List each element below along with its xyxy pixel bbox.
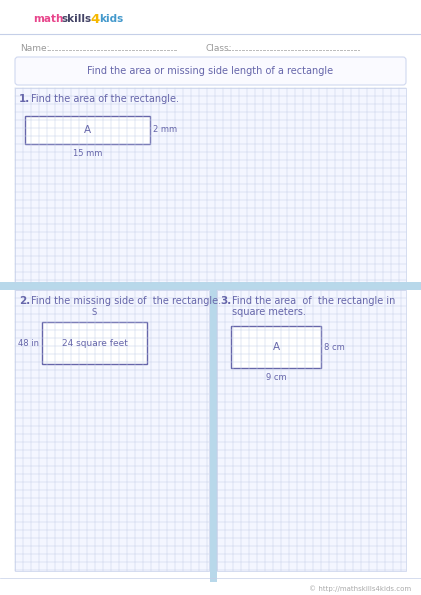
Text: Class:: Class: (205, 44, 232, 53)
Text: skills: skills (61, 14, 91, 24)
Text: 15 mm: 15 mm (73, 149, 102, 158)
Text: 4: 4 (90, 13, 99, 26)
Text: 8 cm: 8 cm (324, 343, 345, 352)
Text: Name:: Name: (20, 44, 50, 53)
FancyBboxPatch shape (15, 57, 406, 85)
Bar (15, 88, 406, 283)
Bar (217, 290, 406, 571)
Text: 2.: 2. (19, 296, 30, 306)
Text: 3.: 3. (220, 296, 231, 306)
Text: S: S (92, 308, 97, 317)
Bar (15, 290, 209, 571)
Text: math: math (33, 14, 64, 24)
Text: A: A (272, 342, 280, 352)
Text: square meters.: square meters. (232, 307, 306, 317)
Text: © http://mathskills4kids.com: © http://mathskills4kids.com (309, 585, 411, 591)
Text: Find the missing side of  the rectangle.: Find the missing side of the rectangle. (31, 296, 221, 306)
Text: 48 in: 48 in (18, 339, 39, 347)
Bar (25, 116, 150, 144)
Bar (210, 282, 217, 582)
Text: 24 square feet: 24 square feet (61, 339, 128, 347)
Text: 9 cm: 9 cm (266, 373, 286, 382)
Bar (0, 282, 421, 290)
Bar (231, 326, 321, 368)
Text: A: A (84, 125, 91, 135)
Text: 1.: 1. (19, 94, 30, 104)
Text: Find the area or missing side length of a rectangle: Find the area or missing side length of … (88, 66, 333, 76)
Text: kids: kids (99, 14, 123, 24)
Bar (42, 322, 147, 364)
Text: 2 mm: 2 mm (153, 126, 177, 134)
Text: Find the area  of  the rectangle in: Find the area of the rectangle in (232, 296, 395, 306)
Text: Find the area of the rectangle.: Find the area of the rectangle. (31, 94, 179, 104)
